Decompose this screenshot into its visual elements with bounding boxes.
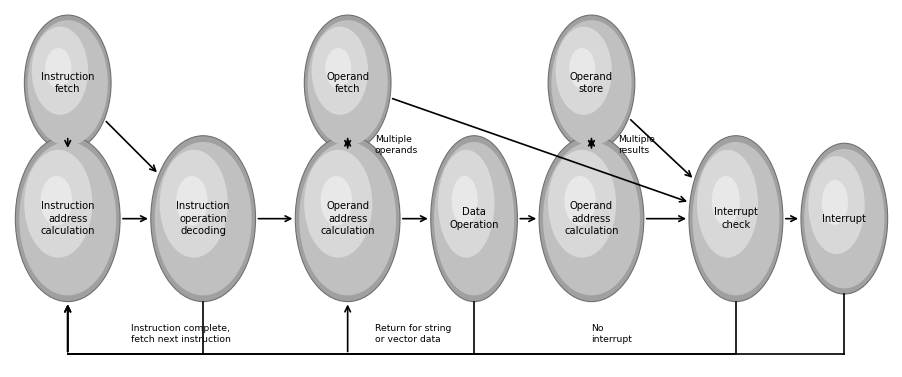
Ellipse shape xyxy=(160,150,227,257)
Ellipse shape xyxy=(176,176,207,225)
Text: Interrupt: Interrupt xyxy=(822,214,865,224)
Ellipse shape xyxy=(807,156,864,254)
Ellipse shape xyxy=(325,48,351,89)
Text: Return for string
or vector data: Return for string or vector data xyxy=(374,323,451,344)
Text: Multiple
results: Multiple results xyxy=(618,135,655,155)
Text: No
interrupt: No interrupt xyxy=(591,323,631,344)
Text: Instruction
operation
decoding: Instruction operation decoding xyxy=(176,201,230,236)
Text: Instruction
fetch: Instruction fetch xyxy=(41,72,95,94)
Ellipse shape xyxy=(24,15,111,151)
Ellipse shape xyxy=(551,20,630,146)
Ellipse shape xyxy=(437,150,494,257)
Ellipse shape xyxy=(24,150,92,257)
Ellipse shape xyxy=(688,136,782,302)
Ellipse shape xyxy=(19,142,116,296)
Ellipse shape xyxy=(311,27,368,115)
Text: Data
Operation: Data Operation xyxy=(449,207,498,230)
Ellipse shape xyxy=(564,176,595,225)
Ellipse shape xyxy=(32,27,88,115)
Ellipse shape xyxy=(28,20,107,146)
Ellipse shape xyxy=(548,150,615,257)
Text: Operand
address
calculation: Operand address calculation xyxy=(320,201,374,236)
Ellipse shape xyxy=(151,136,255,302)
Text: Multiple
operands: Multiple operands xyxy=(374,135,418,155)
Ellipse shape xyxy=(434,142,513,296)
Ellipse shape xyxy=(568,48,594,89)
Ellipse shape xyxy=(555,27,612,115)
Ellipse shape xyxy=(154,142,252,296)
Ellipse shape xyxy=(41,176,72,225)
Text: Operand
store: Operand store xyxy=(569,72,612,94)
Ellipse shape xyxy=(320,176,352,225)
Ellipse shape xyxy=(304,15,391,151)
Ellipse shape xyxy=(548,15,634,151)
Text: Instruction complete,
fetch next instruction: Instruction complete, fetch next instruc… xyxy=(131,323,231,344)
Text: Operand
fetch: Operand fetch xyxy=(326,72,369,94)
Ellipse shape xyxy=(299,142,396,296)
Ellipse shape xyxy=(45,48,71,89)
Ellipse shape xyxy=(308,20,387,146)
Ellipse shape xyxy=(821,180,847,225)
Ellipse shape xyxy=(696,150,757,257)
Ellipse shape xyxy=(295,136,400,302)
Text: Operand
address
calculation: Operand address calculation xyxy=(564,201,618,236)
Ellipse shape xyxy=(542,142,640,296)
Ellipse shape xyxy=(430,136,517,302)
Ellipse shape xyxy=(304,150,372,257)
Ellipse shape xyxy=(692,142,778,296)
Ellipse shape xyxy=(800,143,887,294)
Text: Instruction
address
calculation: Instruction address calculation xyxy=(41,201,95,236)
Ellipse shape xyxy=(15,136,120,302)
Text: Interrupt
check: Interrupt check xyxy=(713,207,757,230)
Ellipse shape xyxy=(711,176,739,225)
Ellipse shape xyxy=(538,136,643,302)
Ellipse shape xyxy=(451,176,477,225)
Ellipse shape xyxy=(804,149,883,288)
